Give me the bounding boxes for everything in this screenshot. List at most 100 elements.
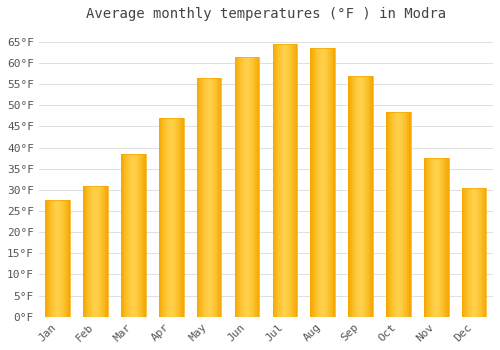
Bar: [252, 57, 254, 317]
Bar: [47, 201, 48, 317]
Bar: [255, 57, 256, 317]
Bar: [429, 158, 430, 317]
Bar: [104, 186, 106, 317]
Bar: [198, 78, 200, 317]
Bar: [66, 201, 67, 317]
Bar: [369, 76, 370, 317]
Bar: [167, 118, 168, 317]
Bar: [405, 112, 406, 317]
Bar: [476, 188, 478, 317]
Bar: [163, 118, 164, 317]
Bar: [250, 57, 251, 317]
Bar: [46, 201, 47, 317]
Bar: [211, 78, 212, 317]
Bar: [406, 112, 408, 317]
Bar: [51, 201, 52, 317]
Bar: [360, 76, 362, 317]
Bar: [441, 158, 442, 317]
Bar: [170, 118, 172, 317]
Bar: [370, 76, 371, 317]
Bar: [367, 76, 368, 317]
Bar: [326, 48, 327, 317]
Bar: [310, 48, 335, 317]
Bar: [282, 44, 283, 317]
Bar: [69, 201, 70, 317]
Bar: [286, 44, 288, 317]
Bar: [332, 48, 334, 317]
Bar: [324, 48, 325, 317]
Bar: [292, 44, 293, 317]
Bar: [128, 154, 130, 317]
Bar: [214, 78, 215, 317]
Bar: [125, 154, 126, 317]
Bar: [276, 44, 278, 317]
Bar: [239, 57, 240, 317]
Bar: [180, 118, 181, 317]
Bar: [94, 186, 95, 317]
Bar: [438, 158, 440, 317]
Bar: [46, 201, 70, 317]
Bar: [210, 78, 211, 317]
Bar: [388, 112, 390, 317]
Bar: [349, 76, 350, 317]
Bar: [248, 57, 250, 317]
Bar: [359, 76, 360, 317]
Bar: [258, 57, 260, 317]
Bar: [313, 48, 314, 317]
Bar: [278, 44, 279, 317]
Bar: [160, 118, 162, 317]
Bar: [169, 118, 170, 317]
Bar: [236, 57, 237, 317]
Bar: [52, 201, 53, 317]
Bar: [107, 186, 108, 317]
Bar: [468, 188, 469, 317]
Bar: [64, 201, 65, 317]
Bar: [181, 118, 182, 317]
Bar: [168, 118, 169, 317]
Bar: [272, 44, 297, 317]
Bar: [173, 118, 174, 317]
Bar: [122, 154, 123, 317]
Bar: [54, 201, 56, 317]
Bar: [331, 48, 332, 317]
Bar: [68, 201, 69, 317]
Bar: [62, 201, 64, 317]
Bar: [371, 76, 372, 317]
Bar: [219, 78, 220, 317]
Bar: [462, 188, 464, 317]
Bar: [447, 158, 448, 317]
Bar: [466, 188, 468, 317]
Bar: [53, 201, 54, 317]
Bar: [178, 118, 180, 317]
Bar: [446, 158, 447, 317]
Bar: [386, 112, 410, 317]
Bar: [437, 158, 438, 317]
Bar: [84, 186, 108, 317]
Bar: [106, 186, 107, 317]
Bar: [471, 188, 472, 317]
Bar: [139, 154, 140, 317]
Bar: [350, 76, 352, 317]
Bar: [462, 188, 486, 317]
Bar: [321, 48, 322, 317]
Bar: [285, 44, 286, 317]
Bar: [428, 158, 429, 317]
Bar: [272, 44, 274, 317]
Bar: [398, 112, 399, 317]
Bar: [465, 188, 466, 317]
Bar: [238, 57, 239, 317]
Bar: [202, 78, 203, 317]
Bar: [430, 158, 432, 317]
Bar: [85, 186, 86, 317]
Bar: [121, 154, 146, 317]
Bar: [482, 188, 483, 317]
Bar: [469, 188, 470, 317]
Bar: [218, 78, 219, 317]
Bar: [394, 112, 395, 317]
Bar: [95, 186, 96, 317]
Bar: [283, 44, 284, 317]
Bar: [352, 76, 353, 317]
Bar: [348, 76, 349, 317]
Bar: [408, 112, 409, 317]
Bar: [84, 186, 85, 317]
